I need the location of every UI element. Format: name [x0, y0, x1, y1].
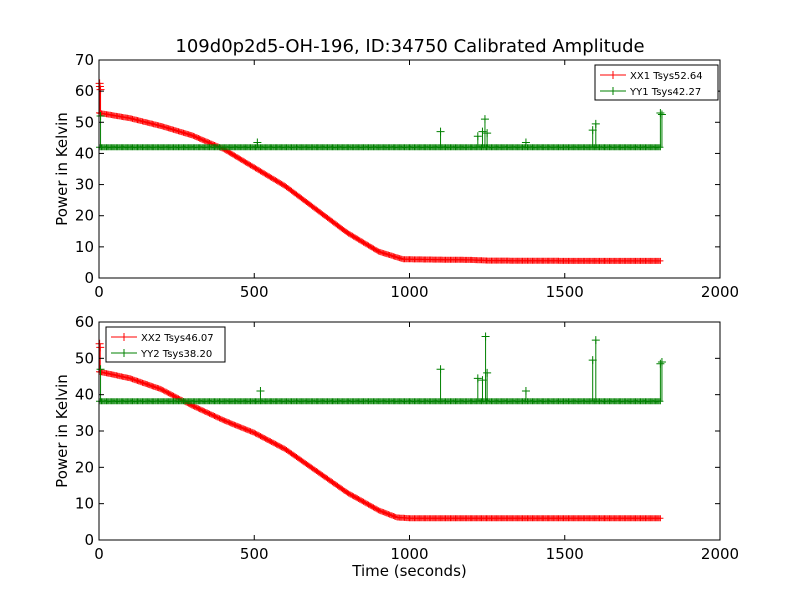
- spike-marker: [96, 112, 105, 121]
- y-tick-label: 20: [75, 207, 94, 225]
- figure-title: 109d0p2d5-OH-196, ID:34750 Calibrated Am…: [175, 36, 644, 57]
- top-subplot: 0 500 1000 1500 2000 0 10 20 30 40 50 60 70 Power in …: [53, 51, 739, 301]
- spike-marker: [591, 119, 600, 128]
- spike-marker: [657, 110, 666, 119]
- legend-label: YY2 Tsys38.20: [140, 349, 212, 360]
- legend-box: [105, 326, 226, 363]
- y-axis-label: Power in Kelvin: [53, 374, 71, 488]
- spike-marker: [436, 127, 445, 136]
- spike-marker: [253, 138, 262, 147]
- legend-label: XX1 Tsys52.64: [630, 71, 703, 82]
- series-markers: [96, 398, 664, 405]
- x-tick-label: 500: [240, 283, 269, 301]
- spike-marker: [591, 336, 600, 345]
- spike-marker: [521, 138, 530, 147]
- y-tick-label: 40: [75, 386, 94, 404]
- spike-marker: [96, 85, 105, 94]
- legend-marker: [609, 71, 617, 79]
- y-tick-label: 50: [75, 349, 94, 367]
- series-yy2-tsys38-20: [96, 332, 666, 405]
- y-tick-label: 0: [84, 531, 94, 549]
- x-tick-label: 1500: [546, 545, 584, 563]
- x-tick-label: 1500: [546, 283, 584, 301]
- legend-label: YY1 Tsys42.27: [629, 87, 701, 98]
- x-tick-label: 2000: [701, 545, 739, 563]
- x-tick-label: 0: [94, 283, 104, 301]
- y-tick-label: 20: [75, 458, 94, 476]
- x-tick-label: 1000: [390, 545, 428, 563]
- x-tick-label: 2000: [701, 283, 739, 301]
- x-tick-label: 0: [94, 545, 104, 563]
- legend: XX2 Tsys46.07 YY2 Tsys38.20: [105, 326, 226, 363]
- y-tick-label: 40: [75, 144, 94, 162]
- y-tick-label: 30: [75, 176, 94, 194]
- legend-label: XX2 Tsys46.07: [141, 333, 214, 344]
- y-tick-label: 60: [75, 313, 94, 331]
- spike-marker: [473, 132, 482, 141]
- series-xx1-tsys52-64: [95, 79, 664, 264]
- spike-marker: [473, 374, 482, 383]
- legend-box: [594, 64, 719, 101]
- spike-marker: [656, 108, 665, 117]
- legend-marker: [609, 87, 617, 95]
- y-tick-label: 10: [75, 238, 94, 256]
- y-tick-label: 30: [75, 422, 94, 440]
- spike-marker: [95, 339, 104, 348]
- spike-marker: [483, 368, 492, 377]
- spike-marker: [657, 357, 666, 366]
- legend-marker: [120, 349, 128, 357]
- spike-marker: [481, 332, 490, 341]
- x-axis-label: Time (seconds): [351, 562, 467, 580]
- legend-marker: [120, 333, 128, 341]
- y-tick-label: 0: [84, 269, 94, 287]
- y-tick-label: 60: [75, 82, 94, 100]
- spike-marker: [436, 365, 445, 374]
- y-tick-label: 70: [75, 51, 94, 69]
- spike-marker: [96, 343, 105, 352]
- y-tick-label: 50: [75, 113, 94, 131]
- spike-marker: [521, 387, 530, 396]
- spike-marker: [480, 115, 489, 124]
- y-tick-label: 10: [75, 495, 94, 513]
- legend: XX1 Tsys52.64 YY1 Tsys42.27: [594, 64, 719, 101]
- bottom-subplot: 0 500 1000 1500 2000 0 10 20 30 40 50 60 Power in Ke…: [53, 313, 739, 580]
- y-axis-label: Power in Kelvin: [53, 112, 71, 226]
- spike-marker: [656, 359, 665, 368]
- spike-marker: [483, 129, 492, 138]
- spike-marker: [256, 387, 265, 396]
- x-tick-label: 1000: [390, 283, 428, 301]
- x-tick-label: 500: [240, 545, 269, 563]
- spike-marker: [96, 365, 105, 374]
- series-yy1-tsys42-27: [96, 108, 666, 151]
- series-markers: [96, 144, 664, 151]
